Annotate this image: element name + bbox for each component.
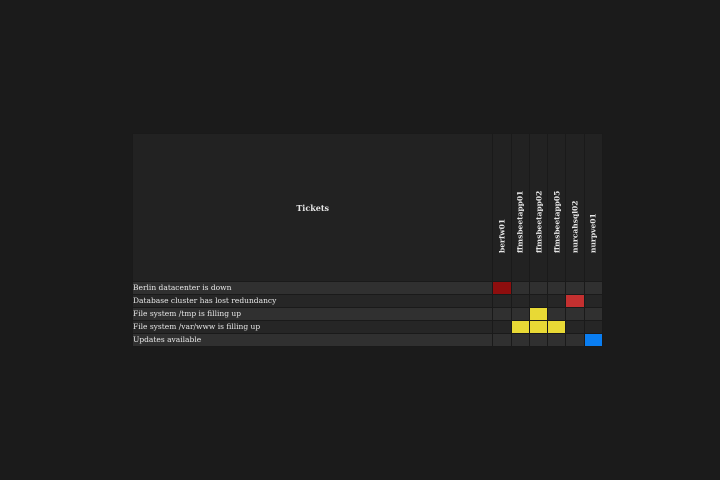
status-cell-warning[interactable] bbox=[547, 320, 567, 334]
status-cell[interactable] bbox=[547, 307, 567, 321]
status-cell[interactable] bbox=[492, 294, 512, 308]
status-cell-warning[interactable] bbox=[528, 307, 549, 321]
status-cell[interactable] bbox=[492, 307, 512, 321]
ticket-row: Database cluster has lost redundancy bbox=[131, 294, 604, 308]
host-label: ffmsbeetapp05 bbox=[552, 190, 562, 253]
ticket-title[interactable]: Updates available bbox=[131, 333, 494, 347]
host-label: berfw01 bbox=[497, 218, 507, 253]
host-column-header[interactable]: nurpve01 bbox=[583, 133, 604, 282]
status-cell-info[interactable] bbox=[583, 333, 604, 347]
status-cell[interactable] bbox=[565, 307, 585, 321]
host-column-header[interactable]: nurcahsql02 bbox=[565, 133, 585, 282]
ticket-title[interactable]: File system /tmp is filling up bbox=[131, 307, 494, 321]
ticket-title[interactable]: Database cluster has lost redundancy bbox=[131, 294, 494, 308]
status-cell[interactable] bbox=[547, 281, 567, 295]
status-cell[interactable] bbox=[510, 333, 530, 347]
host-label: nurcahsql02 bbox=[570, 200, 580, 254]
status-cell[interactable] bbox=[565, 320, 585, 334]
ticket-row: Berlin datacenter is down bbox=[131, 281, 604, 295]
host-column-header[interactable]: ffmsbeetapp05 bbox=[547, 133, 567, 282]
host-column-header[interactable]: berfw01 bbox=[492, 133, 512, 282]
status-cell[interactable] bbox=[492, 320, 512, 334]
status-cell[interactable] bbox=[510, 281, 530, 295]
status-cell[interactable] bbox=[510, 294, 530, 308]
host-label: nurpve01 bbox=[588, 213, 598, 253]
host-column-header[interactable]: ffmsbeetapp02 bbox=[528, 133, 549, 282]
ticket-matrix-panel: Tickets berfw01 ffmsbeetapp01 ffmsbeetap… bbox=[131, 133, 604, 347]
status-cell[interactable] bbox=[492, 333, 512, 347]
status-cell[interactable] bbox=[583, 307, 604, 321]
status-cell-warning[interactable] bbox=[528, 320, 549, 334]
header-row: Tickets berfw01 ffmsbeetapp01 ffmsbeetap… bbox=[131, 133, 604, 282]
tickets-column-header: Tickets bbox=[131, 133, 494, 282]
status-cell[interactable] bbox=[547, 294, 567, 308]
ticket-matrix: Tickets berfw01 ffmsbeetapp01 ffmsbeetap… bbox=[131, 133, 604, 347]
status-cell[interactable] bbox=[583, 320, 604, 334]
status-cell[interactable] bbox=[565, 281, 585, 295]
status-cell[interactable] bbox=[528, 281, 549, 295]
status-cell[interactable] bbox=[510, 307, 530, 321]
status-cell[interactable] bbox=[547, 333, 567, 347]
status-cell-warning[interactable] bbox=[510, 320, 530, 334]
ticket-row: File system /var/www is filling up bbox=[131, 320, 604, 334]
status-cell-critical[interactable] bbox=[492, 281, 512, 295]
ticket-title[interactable]: File system /var/www is filling up bbox=[131, 320, 494, 334]
host-label: ffmsbeetapp01 bbox=[515, 190, 525, 253]
ticket-rows: Berlin datacenter is down Database clust… bbox=[131, 281, 604, 347]
status-cell[interactable] bbox=[583, 294, 604, 308]
ticket-row: File system /tmp is filling up bbox=[131, 307, 604, 321]
host-label: ffmsbeetapp02 bbox=[534, 190, 544, 253]
ticket-title[interactable]: Berlin datacenter is down bbox=[131, 281, 494, 295]
status-cell[interactable] bbox=[565, 333, 585, 347]
status-cell[interactable] bbox=[528, 294, 549, 308]
ticket-row: Updates available bbox=[131, 333, 604, 347]
host-column-header[interactable]: ffmsbeetapp01 bbox=[510, 133, 530, 282]
status-cell[interactable] bbox=[528, 333, 549, 347]
status-cell[interactable] bbox=[583, 281, 604, 295]
status-cell-high[interactable] bbox=[565, 294, 585, 308]
